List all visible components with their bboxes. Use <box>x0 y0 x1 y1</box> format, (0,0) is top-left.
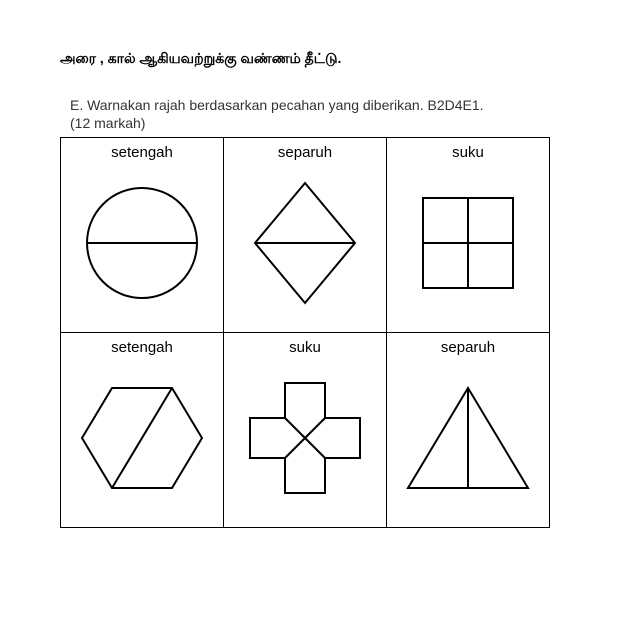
fraction-shapes-grid: setengah separuh suku <box>60 137 550 528</box>
cell-label-3: setengah <box>61 333 223 360</box>
cell-label-2: suku <box>387 138 549 165</box>
shape-circle-half <box>61 165 223 320</box>
cell-3: setengah <box>61 333 224 528</box>
cell-0: setengah <box>61 138 224 333</box>
marks-text: (12 markah) <box>70 115 578 131</box>
cell-1: separuh <box>224 138 387 333</box>
cell-4: suku <box>224 333 387 528</box>
cell-5: separuh <box>387 333 550 528</box>
cell-label-5: separuh <box>387 333 549 360</box>
cell-2: suku <box>387 138 550 333</box>
shape-square-quarters <box>387 165 549 320</box>
shape-triangle-half <box>387 360 549 515</box>
cell-label-1: separuh <box>224 138 386 165</box>
shape-diamond-half <box>224 165 386 320</box>
tamil-title: அரை , கால் ஆகியவற்றுக்கு வண்ணம் தீட்டு. <box>60 50 578 69</box>
instruction-text: E. Warnakan rajah berdasarkan pecahan ya… <box>70 97 578 113</box>
cell-label-4: suku <box>224 333 386 360</box>
shape-hexagon-half <box>61 360 223 515</box>
cell-label-0: setengah <box>61 138 223 165</box>
shape-cross-quarters <box>224 360 386 515</box>
